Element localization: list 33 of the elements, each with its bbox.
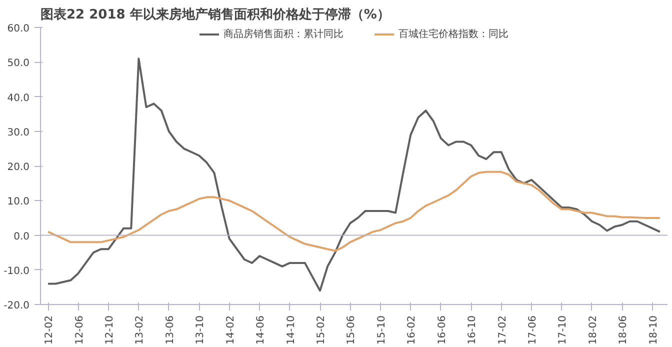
x-tick-label: 13-10 bbox=[195, 315, 206, 345]
y-tick-label: 30.0 bbox=[7, 127, 30, 138]
x-tick-label: 17-06 bbox=[528, 315, 539, 345]
x-tick-label: 16-02 bbox=[406, 315, 418, 345]
x-tick-label: 18-02 bbox=[588, 315, 599, 345]
x-tick-label: 17-02 bbox=[497, 315, 508, 345]
x-tick-label: 14-10 bbox=[286, 315, 297, 345]
x-tick-label: 15-06 bbox=[346, 315, 358, 345]
y-tick-label: 60.0 bbox=[7, 24, 30, 34]
x-tick-label: 14-02 bbox=[225, 315, 236, 345]
y-tick-label: 20.0 bbox=[7, 162, 30, 173]
y-tick-label: 10.0 bbox=[7, 196, 30, 208]
y-tick-label: 50.0 bbox=[7, 58, 30, 70]
y-tick-label: -20.0 bbox=[4, 300, 30, 312]
x-tick-label: 12-10 bbox=[104, 315, 116, 345]
x-tick-label: 17-10 bbox=[558, 315, 569, 345]
x-tick-label: 18-10 bbox=[648, 315, 660, 345]
x-tick-label: 12-02 bbox=[44, 315, 56, 345]
legend-label: 百城住宅价格指数：同比 bbox=[398, 28, 508, 41]
y-tick-label: -10.0 bbox=[4, 266, 30, 277]
y-tick-label: 40.0 bbox=[7, 92, 30, 104]
x-tick-label: 12-06 bbox=[74, 315, 86, 345]
x-tick-label: 16-06 bbox=[436, 315, 448, 345]
x-tick-label: 16-10 bbox=[467, 315, 478, 345]
legend-label: 商品房销售面积：累计同比 bbox=[224, 28, 344, 41]
y-tick-label: 0.0 bbox=[14, 231, 30, 242]
x-tick-label: 15-02 bbox=[316, 315, 328, 345]
x-tick-label: 13-02 bbox=[134, 315, 146, 345]
chart-title: 图表22 2018 年以来房地产销售面积和价格处于停滞（%） bbox=[40, 6, 390, 22]
x-tick-label: 13-06 bbox=[164, 315, 176, 345]
x-tick-label: 18-06 bbox=[618, 315, 630, 345]
x-tick-label: 14-06 bbox=[256, 315, 267, 345]
x-tick-label: 15-10 bbox=[376, 315, 388, 345]
